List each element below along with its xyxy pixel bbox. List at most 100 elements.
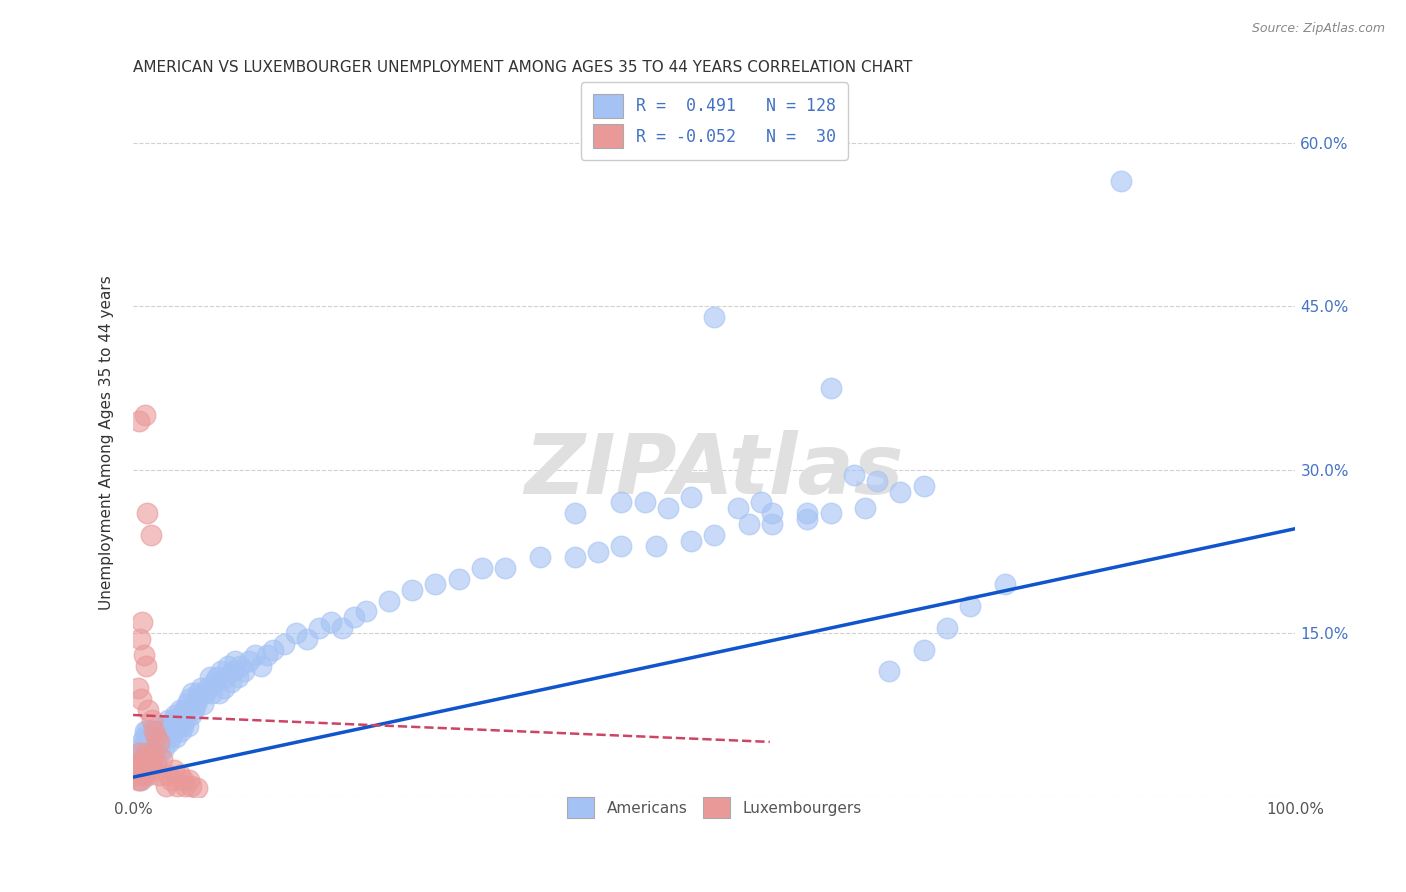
Point xyxy=(134,757,156,772)
Point xyxy=(262,642,284,657)
Point xyxy=(853,500,876,515)
Point xyxy=(657,500,679,515)
Point xyxy=(184,697,207,711)
Point xyxy=(152,719,174,733)
Point xyxy=(330,621,353,635)
Point xyxy=(564,507,586,521)
Point xyxy=(610,495,633,509)
Point xyxy=(564,549,586,564)
Point xyxy=(134,409,156,423)
Point xyxy=(494,561,516,575)
Point xyxy=(128,414,150,428)
Point xyxy=(238,653,260,667)
Point xyxy=(150,751,173,765)
Point xyxy=(190,681,212,695)
Point xyxy=(186,780,208,795)
Point xyxy=(197,681,219,695)
Point xyxy=(169,702,191,716)
Point xyxy=(136,507,159,521)
Point xyxy=(250,659,273,673)
Point xyxy=(215,670,238,684)
Y-axis label: Unemployment Among Ages 35 to 44 years: Unemployment Among Ages 35 to 44 years xyxy=(100,275,114,610)
Point xyxy=(143,740,166,755)
Point xyxy=(167,719,190,733)
Point xyxy=(139,740,162,755)
Point xyxy=(136,751,159,765)
Point xyxy=(148,724,170,739)
Point xyxy=(131,768,153,782)
Point xyxy=(134,740,156,755)
Text: AMERICAN VS LUXEMBOURGER UNEMPLOYMENT AMONG AGES 35 TO 44 YEARS CORRELATION CHAR: AMERICAN VS LUXEMBOURGER UNEMPLOYMENT AM… xyxy=(134,60,912,75)
Point xyxy=(222,665,245,679)
Point xyxy=(134,763,156,777)
Point xyxy=(194,686,217,700)
Point xyxy=(912,479,935,493)
Point xyxy=(163,763,186,777)
Point xyxy=(177,719,200,733)
Point xyxy=(132,751,155,765)
Point xyxy=(471,561,494,575)
Point xyxy=(177,773,200,788)
Point xyxy=(679,533,702,548)
Point xyxy=(1109,174,1132,188)
Point xyxy=(148,768,170,782)
Point xyxy=(727,500,749,515)
Point xyxy=(128,763,150,777)
Point xyxy=(159,719,181,733)
Point xyxy=(425,577,447,591)
Point xyxy=(136,735,159,749)
Point xyxy=(319,615,342,630)
Point xyxy=(204,675,226,690)
Point xyxy=(163,724,186,739)
Point xyxy=(877,665,900,679)
Point xyxy=(136,702,159,716)
Point xyxy=(679,490,702,504)
Point xyxy=(205,670,228,684)
Point xyxy=(145,757,167,772)
Point xyxy=(132,730,155,744)
Point xyxy=(156,768,179,782)
Point xyxy=(146,735,169,749)
Point xyxy=(229,659,252,673)
Point xyxy=(129,740,152,755)
Point xyxy=(135,659,157,673)
Point xyxy=(181,686,204,700)
Point xyxy=(889,484,911,499)
Point xyxy=(177,691,200,706)
Point xyxy=(143,735,166,749)
Point xyxy=(141,730,163,744)
Point xyxy=(143,746,166,760)
Point xyxy=(935,621,957,635)
Point xyxy=(132,746,155,760)
Point xyxy=(912,642,935,657)
Point xyxy=(136,740,159,755)
Point xyxy=(125,757,148,772)
Point xyxy=(749,495,772,509)
Point xyxy=(136,724,159,739)
Point xyxy=(141,714,163,728)
Point xyxy=(174,779,197,793)
Point xyxy=(135,746,157,760)
Point xyxy=(633,495,655,509)
Point xyxy=(128,746,150,760)
Point xyxy=(128,746,150,760)
Point xyxy=(150,730,173,744)
Point xyxy=(173,702,195,716)
Point xyxy=(131,768,153,782)
Point xyxy=(761,507,783,521)
Point xyxy=(129,691,152,706)
Point xyxy=(165,730,187,744)
Point xyxy=(172,719,194,733)
Point xyxy=(149,746,172,760)
Point xyxy=(145,730,167,744)
Point xyxy=(586,544,609,558)
Point xyxy=(135,751,157,765)
Point xyxy=(145,751,167,765)
Point xyxy=(994,577,1017,591)
Legend: Americans, Luxembourgers: Americans, Luxembourgers xyxy=(561,790,868,824)
Point xyxy=(645,539,668,553)
Point xyxy=(136,757,159,772)
Point xyxy=(127,681,149,695)
Point xyxy=(145,730,167,744)
Point xyxy=(166,714,188,728)
